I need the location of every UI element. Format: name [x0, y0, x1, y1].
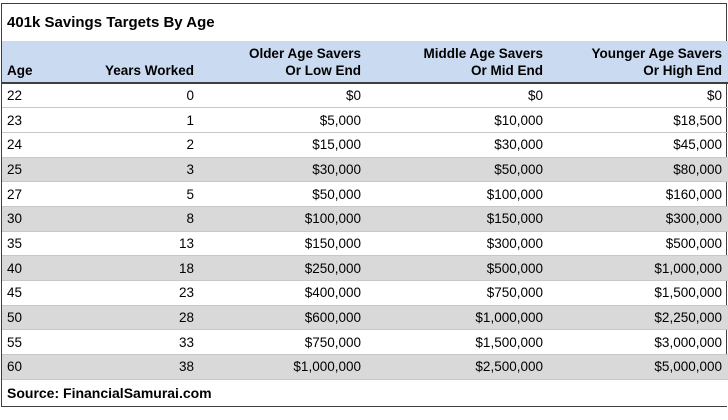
- cell-mid-end: $500,000: [367, 255, 549, 281]
- cell-high-end: $80,000: [549, 156, 728, 182]
- cell-low-end: $1,000,000: [200, 354, 367, 380]
- column-header-age: Age: [2, 41, 60, 84]
- cell-years-worked: 13: [60, 230, 200, 256]
- table-row: 24 2 $15,000 $30,000 $45,000: [2, 131, 728, 158]
- header-row: Age Years Worked Older Age Savers Or Low…: [2, 41, 728, 84]
- cell-high-end: $300,000: [549, 205, 728, 232]
- table-row: 45 23 $400,000 $750,000 $1,500,000: [2, 280, 728, 306]
- cell-mid-end: $2,500,000: [367, 354, 549, 380]
- cell-high-end: $0: [706, 88, 722, 104]
- table-title: 401k Savings Targets By Age: [2, 4, 726, 41]
- source-label: Source: FinancialSamurai.com: [2, 378, 728, 407]
- column-header-high-end-line1: Younger Age Savers: [591, 46, 722, 61]
- table-body: 22 0 $0 $0 $0 23 1 $5,000 $10,000 $18,500 24 2 $15,0…: [2, 83, 728, 380]
- cell-mid-end: $1,000,000: [367, 304, 549, 330]
- cell-low-end: $600,000: [200, 304, 367, 330]
- column-header-mid-end-line2: Or Mid End: [471, 63, 543, 78]
- cell-age: 60: [2, 354, 60, 380]
- cell-mid-end: $30,000: [367, 131, 549, 158]
- cell-low-end: $30,000: [200, 156, 367, 182]
- table-row: 23 1 $5,000 $10,000 $18,500: [2, 107, 728, 133]
- cell-mid-end: $1,500,000: [367, 329, 549, 355]
- column-header-age-line2: Age: [7, 63, 33, 78]
- column-header-mid-end: Middle Age Savers Or Mid End: [367, 41, 549, 84]
- column-header-low-end-line1: Older Age Savers: [248, 46, 361, 61]
- cell-age: 24: [2, 131, 60, 158]
- column-header-years-worked-line2: Years Worked: [104, 63, 194, 78]
- cell-high-end: $45,000: [549, 131, 728, 158]
- cell-age: 50: [2, 304, 60, 330]
- savings-table-sheet: 401k Savings Targets By Age Age Years Wo…: [1, 3, 728, 408]
- column-header-low-end-line2: Or Low End: [285, 63, 361, 78]
- cell-years-worked: 2: [60, 131, 200, 158]
- cell-age: 55: [2, 329, 60, 355]
- cell-high-end: $5,000,000: [549, 354, 728, 380]
- cell-high-end: $3,000,000: [549, 329, 728, 355]
- cell-low-end: $5,000: [200, 107, 367, 133]
- cell-years-worked: 38: [60, 354, 200, 380]
- cell-years-worked: 5: [60, 181, 200, 207]
- cell-low-end: $250,000: [200, 255, 367, 281]
- column-header-high-end-line2: Or High End: [643, 63, 722, 78]
- cell-high-end: $1,500,000: [549, 280, 728, 306]
- cell-age: 30: [2, 205, 60, 232]
- cell-mid-end: $300,000: [367, 230, 549, 256]
- cell-age: 35: [2, 230, 60, 256]
- cell-mid-end: $0: [527, 88, 543, 104]
- cell-mid-end: $100,000: [367, 181, 549, 207]
- column-header-low-end: Older Age Savers Or Low End: [200, 41, 367, 84]
- cell-years-worked: 33: [60, 329, 200, 355]
- cell-low-end: $400,000: [200, 280, 367, 306]
- cell-age: 27: [2, 181, 60, 207]
- table-footer: Source: FinancialSamurai.com: [2, 378, 728, 407]
- cell-years-worked: 3: [60, 156, 200, 182]
- cell-high-end: $500,000: [549, 230, 728, 256]
- column-header-mid-end-line1: Middle Age Savers: [423, 46, 543, 61]
- cell-age: 22: [7, 88, 23, 104]
- cell-low-end: $50,000: [200, 181, 367, 207]
- savings-table: Age Years Worked Older Age Savers Or Low…: [2, 41, 728, 407]
- cell-low-end: $100,000: [200, 205, 367, 232]
- table-row: 35 13 $150,000 $300,000 $500,000: [2, 230, 728, 256]
- cell-years-worked: 8: [60, 205, 200, 232]
- table-row: 22 0 $0 $0 $0: [2, 83, 728, 108]
- cell-low-end: $150,000: [200, 230, 367, 256]
- cell-age: 45: [2, 280, 60, 306]
- cell-mid-end: $150,000: [367, 205, 549, 232]
- cell-age: 25: [2, 156, 60, 182]
- column-header-years-worked: Years Worked: [60, 41, 200, 84]
- cell-high-end: $18,500: [549, 107, 728, 133]
- column-header-high-end: Younger Age Savers Or High End: [549, 41, 728, 84]
- cell-low-end: $750,000: [200, 329, 367, 355]
- table-row: 40 18 $250,000 $500,000 $1,000,000: [2, 255, 728, 281]
- cell-mid-end: $50,000: [367, 156, 549, 182]
- table-row: 60 38 $1,000,000 $2,500,000 $5,000,000: [2, 354, 728, 380]
- cell-years-worked: 0: [186, 88, 194, 104]
- cell-age: 40: [2, 255, 60, 281]
- cell-years-worked: 23: [60, 280, 200, 306]
- cell-years-worked: 28: [60, 304, 200, 330]
- table-header: Age Years Worked Older Age Savers Or Low…: [2, 41, 728, 84]
- source-row: Source: FinancialSamurai.com: [2, 378, 728, 407]
- cell-age: 23: [2, 107, 60, 133]
- cell-mid-end: $750,000: [367, 280, 549, 306]
- cell-high-end: $1,000,000: [549, 255, 728, 281]
- cell-years-worked: 18: [60, 255, 200, 281]
- table-row: 25 3 $30,000 $50,000 $80,000: [2, 156, 728, 182]
- table-row: 50 28 $600,000 $1,000,000 $2,250,000: [2, 304, 728, 330]
- cell-low-end: $0: [345, 88, 361, 104]
- table-row: 30 8 $100,000 $150,000 $300,000: [2, 205, 728, 232]
- cell-high-end: $160,000: [549, 181, 728, 207]
- cell-mid-end: $10,000: [367, 107, 549, 133]
- cell-years-worked: 1: [60, 107, 200, 133]
- cell-high-end: $2,250,000: [549, 304, 728, 330]
- table-row: 27 5 $50,000 $100,000 $160,000: [2, 181, 728, 207]
- table-row: 55 33 $750,000 $1,500,000 $3,000,000: [2, 329, 728, 355]
- cell-low-end: $15,000: [200, 131, 367, 158]
